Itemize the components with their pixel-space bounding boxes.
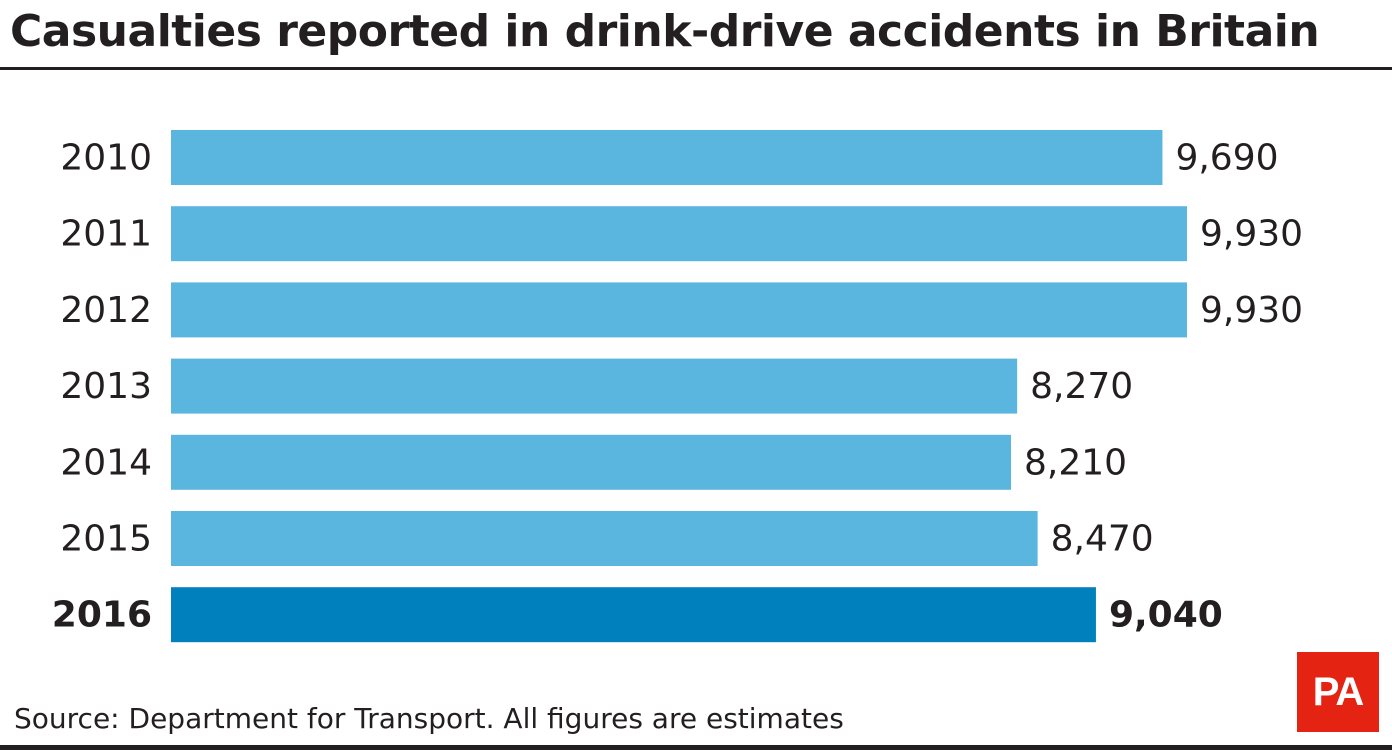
pa-logo: PA — [1297, 652, 1379, 732]
bar-2013 — [171, 358, 1018, 414]
category-label-2012: 2012 — [60, 290, 152, 331]
bar-2014 — [171, 434, 1012, 490]
category-label-2013: 2013 — [60, 366, 152, 407]
value-label-2012: 9,930 — [1200, 290, 1303, 331]
value-label-2016: 9,040 — [1109, 595, 1223, 636]
category-label-2016: 2016 — [52, 595, 152, 636]
bar-2012 — [171, 282, 1187, 338]
bar-2015 — [171, 511, 1038, 566]
bar-2010 — [171, 130, 1163, 185]
value-label-2011: 9,930 — [1200, 214, 1303, 255]
value-label-2013: 8,270 — [1030, 366, 1133, 407]
category-label-2015: 2015 — [60, 519, 152, 560]
value-label-2010: 9,690 — [1175, 138, 1278, 179]
value-label-2015: 8,470 — [1051, 519, 1154, 560]
chart-title: Casualties reported in drink-drive accid… — [10, 6, 1320, 57]
category-label-2010: 2010 — [60, 138, 152, 179]
bottom-divider — [0, 745, 1392, 750]
value-label-2014: 8,210 — [1024, 442, 1127, 483]
category-label-2011: 2011 — [60, 214, 152, 255]
bar-2011 — [171, 206, 1187, 262]
source-note: Source: Department for Transport. All fi… — [14, 702, 844, 735]
title-divider — [0, 67, 1392, 70]
bar-2016 — [171, 587, 1096, 643]
category-label-2014: 2014 — [60, 442, 152, 483]
